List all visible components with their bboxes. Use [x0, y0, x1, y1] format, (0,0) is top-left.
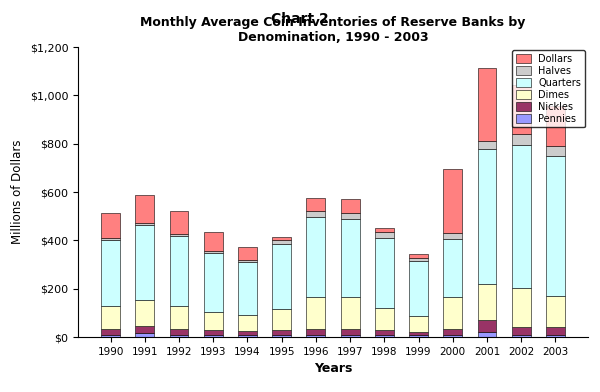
Bar [136, 225, 154, 299]
Bar [341, 212, 359, 219]
Bar [238, 262, 257, 315]
Bar [546, 156, 565, 296]
Title: Monthly Average Coin Inventories of Reserve Banks by
Denomination, 1990 - 2003: Monthly Average Coin Inventories of Rese… [140, 16, 526, 44]
Bar [443, 335, 462, 337]
Bar [375, 232, 394, 238]
Bar [341, 199, 359, 212]
Bar [204, 330, 223, 335]
Y-axis label: Millions of Dollars: Millions of Dollars [11, 140, 24, 244]
Bar [204, 252, 223, 312]
Bar [101, 240, 120, 306]
Bar [375, 335, 394, 337]
Bar [238, 331, 257, 335]
Bar [101, 328, 120, 335]
Bar [238, 315, 257, 331]
Bar [204, 335, 223, 337]
Bar [307, 335, 325, 337]
Bar [375, 238, 394, 308]
Bar [136, 299, 154, 326]
Bar [512, 327, 530, 335]
Bar [204, 312, 223, 330]
Bar [478, 320, 496, 332]
Bar [478, 284, 496, 320]
Bar [546, 296, 565, 327]
Bar [272, 237, 291, 240]
Bar [101, 213, 120, 238]
Bar [136, 326, 154, 334]
Legend: Dollars, Halves, Quarters, Dimes, Nickles, Pennies: Dollars, Halves, Quarters, Dimes, Nickle… [512, 50, 585, 127]
Bar [170, 328, 188, 335]
Bar [238, 335, 257, 337]
Bar [409, 261, 428, 316]
Bar [170, 306, 188, 328]
Bar [307, 328, 325, 335]
Bar [136, 223, 154, 225]
Text: Chart 2: Chart 2 [271, 12, 329, 26]
Bar [272, 335, 291, 337]
Bar [101, 238, 120, 240]
Bar [101, 335, 120, 337]
Bar [170, 211, 188, 234]
Bar [546, 106, 565, 146]
Bar [478, 149, 496, 284]
Bar [409, 258, 428, 261]
Bar [272, 240, 291, 244]
Bar [341, 219, 359, 297]
Bar [443, 297, 462, 328]
Bar [375, 308, 394, 330]
Bar [136, 195, 154, 223]
Bar [409, 332, 428, 335]
Bar [546, 146, 565, 156]
Bar [307, 198, 325, 211]
Bar [443, 233, 462, 239]
Bar [478, 332, 496, 337]
Bar [478, 142, 496, 149]
Bar [238, 260, 257, 262]
Bar [341, 328, 359, 335]
Bar [512, 145, 530, 288]
Bar [512, 288, 530, 327]
Bar [512, 85, 530, 134]
Bar [307, 211, 325, 218]
Bar [307, 297, 325, 328]
Bar [170, 335, 188, 337]
Bar [341, 335, 359, 337]
Bar [341, 297, 359, 328]
Bar [443, 239, 462, 297]
Bar [478, 67, 496, 142]
Bar [443, 169, 462, 233]
Bar [101, 306, 120, 328]
Bar [512, 335, 530, 337]
Bar [170, 234, 188, 236]
Bar [409, 335, 428, 337]
Bar [375, 330, 394, 335]
Bar [136, 334, 154, 337]
Bar [272, 330, 291, 335]
Bar [375, 228, 394, 232]
Bar [204, 232, 223, 250]
Bar [272, 309, 291, 330]
Bar [443, 328, 462, 335]
Bar [307, 218, 325, 297]
Bar [238, 247, 257, 260]
Bar [546, 335, 565, 337]
Bar [204, 250, 223, 252]
X-axis label: Years: Years [314, 362, 352, 376]
Bar [272, 244, 291, 309]
Bar [170, 236, 188, 306]
Bar [512, 134, 530, 145]
Bar [409, 254, 428, 258]
Bar [409, 316, 428, 332]
Bar [546, 327, 565, 335]
